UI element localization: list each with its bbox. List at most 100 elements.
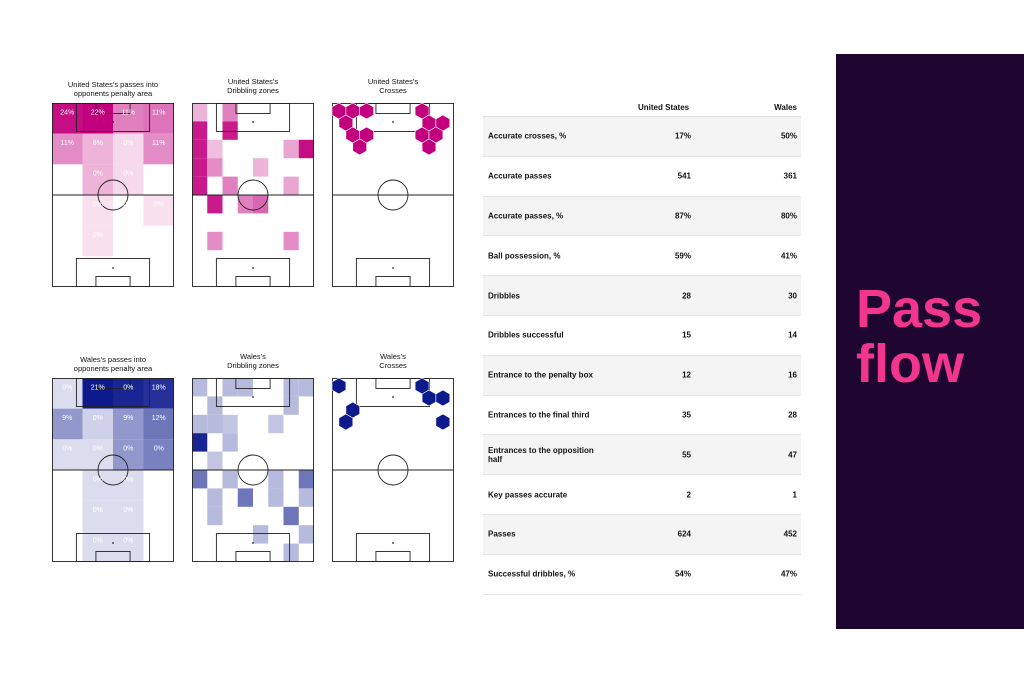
zone-label: 0% bbox=[93, 415, 103, 422]
chart-title: United States's Dribbling zones bbox=[227, 77, 279, 95]
wales-value: 80% bbox=[780, 211, 797, 221]
cross-hex bbox=[359, 102, 374, 120]
pitch-svg: 0% 21% 0% 18% 9% 0% 9% 12% 0% 0% 0% 0% 0% 0% 0% 0% 0% 0% 0… bbox=[52, 378, 174, 562]
dribble-cell bbox=[192, 433, 208, 452]
zone-cell bbox=[52, 103, 83, 134]
zone-cell bbox=[82, 133, 113, 165]
zone-label: 0% bbox=[123, 171, 133, 178]
goal-box-top bbox=[235, 378, 271, 389]
table-row: Accurate crosses, % 17% 50% bbox=[483, 117, 801, 157]
zone-cell bbox=[82, 103, 113, 134]
goal-box-top bbox=[95, 103, 131, 114]
chart-title: United States's Crosses bbox=[367, 77, 419, 95]
wales-value: 47% bbox=[780, 569, 797, 579]
zone-label: 0% bbox=[62, 201, 72, 208]
penalty-spot-top bbox=[112, 121, 114, 123]
cross-hex bbox=[421, 138, 437, 156]
cross-hex bbox=[338, 413, 354, 431]
dribble-cell bbox=[192, 470, 208, 489]
zone-label: 0% bbox=[93, 171, 103, 178]
zone-cell bbox=[52, 408, 83, 440]
penalty-spot-bottom bbox=[392, 542, 394, 544]
goal-box-bottom bbox=[235, 276, 271, 287]
zone-label: 0% bbox=[123, 140, 133, 147]
zone-label: 0% bbox=[93, 446, 103, 453]
wales-crosses-chart: Wales's Crosses bbox=[331, 352, 454, 565]
dribble-cell bbox=[207, 506, 223, 526]
dribble-cell bbox=[298, 139, 314, 159]
dribble-cell bbox=[192, 378, 208, 397]
zone-cell bbox=[82, 378, 113, 409]
zone-cell bbox=[52, 439, 83, 470]
chart-title: United States's passes into opponents pe… bbox=[67, 80, 159, 98]
zone-cell bbox=[82, 408, 113, 440]
zone-label: 12% bbox=[152, 415, 166, 422]
dribble-cell bbox=[222, 378, 238, 397]
wales-value: 452 bbox=[783, 529, 797, 539]
zone-cell bbox=[113, 500, 144, 532]
zone-cell bbox=[113, 103, 144, 134]
dribble-cell bbox=[283, 396, 299, 415]
column-header-us: United States bbox=[638, 103, 690, 112]
stats-table: United States Wales Accurate crosses, % 1… bbox=[483, 100, 801, 595]
goal-box-bottom bbox=[375, 551, 411, 562]
goal-box-top bbox=[235, 103, 271, 114]
zone-cell bbox=[143, 378, 174, 409]
zone-label: 18% bbox=[152, 384, 166, 391]
dribble-cell bbox=[207, 451, 223, 470]
pitch-svg bbox=[331, 102, 454, 287]
dribble-cell bbox=[207, 414, 223, 434]
dribble-cell bbox=[283, 176, 299, 195]
center-circle bbox=[377, 454, 409, 486]
zone-label: 0% bbox=[62, 446, 72, 453]
zone-label: 0% bbox=[154, 507, 164, 514]
dribble-cell bbox=[192, 139, 208, 159]
zone-label: 0% bbox=[93, 538, 103, 545]
zone-cell bbox=[52, 378, 83, 409]
dribble-cell bbox=[192, 158, 208, 177]
us-value: 55 bbox=[682, 450, 691, 460]
zone-label: 0% bbox=[123, 263, 133, 270]
dribble-cell bbox=[268, 488, 284, 507]
dribble-cell bbox=[192, 414, 208, 434]
zone-label: 0% bbox=[62, 171, 72, 178]
us-dribbling-chart: United States's Dribbling zones bbox=[192, 77, 314, 290]
zone-label: 24% bbox=[60, 109, 74, 116]
table-row: Accurate passes, % 87% 80% bbox=[483, 196, 801, 237]
center-circle bbox=[97, 179, 129, 211]
zone-label: 0% bbox=[123, 384, 133, 391]
goal-box-top bbox=[375, 103, 411, 114]
dribble-cell bbox=[222, 176, 238, 195]
table-row: Accurate passes 541 361 bbox=[483, 157, 801, 197]
zone-label: 0% bbox=[93, 232, 103, 239]
zone-label: 0% bbox=[154, 171, 164, 178]
zone-cell bbox=[113, 470, 144, 501]
zone-cell bbox=[82, 195, 113, 226]
dribble-cell bbox=[253, 525, 269, 544]
dribble-cell bbox=[207, 488, 223, 507]
goal-box-top bbox=[375, 378, 411, 389]
us-value: 2 bbox=[686, 490, 691, 500]
wales-value: 50% bbox=[780, 131, 797, 141]
dribble-cell bbox=[268, 470, 284, 489]
wales-value: 16 bbox=[788, 370, 797, 380]
row-label: Accurate crosses, % bbox=[488, 131, 567, 141]
penalty-spot-bottom bbox=[252, 267, 254, 269]
pitch-svg: 24% 22% 11% 11% 11% 8% 0% 11% 0% 0% 0% 0% 0% 0% 0% 0% 0%… bbox=[52, 103, 174, 287]
wales-value: 361 bbox=[783, 171, 797, 181]
zone-cell bbox=[143, 408, 174, 440]
zone-label: 0% bbox=[62, 476, 72, 483]
penalty-box-bottom bbox=[355, 258, 431, 287]
zone-label: 0% bbox=[123, 476, 133, 483]
zone-cell bbox=[82, 164, 113, 195]
chart-title: Wales's Crosses bbox=[379, 352, 407, 370]
chart-title: Wales's Dribbling zones bbox=[227, 352, 279, 370]
zone-label: 11% bbox=[152, 109, 166, 116]
cross-hex bbox=[352, 138, 367, 156]
table-row: Key passes accurate 2 1 bbox=[483, 475, 801, 515]
penalty-box-bottom bbox=[215, 258, 291, 287]
stats-rows: Accurate crosses, % 17% 50% Accurate passes… bbox=[483, 117, 801, 595]
goal-box-bottom bbox=[235, 551, 271, 562]
cross-hex bbox=[331, 377, 347, 395]
wales-value: 1 bbox=[792, 490, 797, 500]
